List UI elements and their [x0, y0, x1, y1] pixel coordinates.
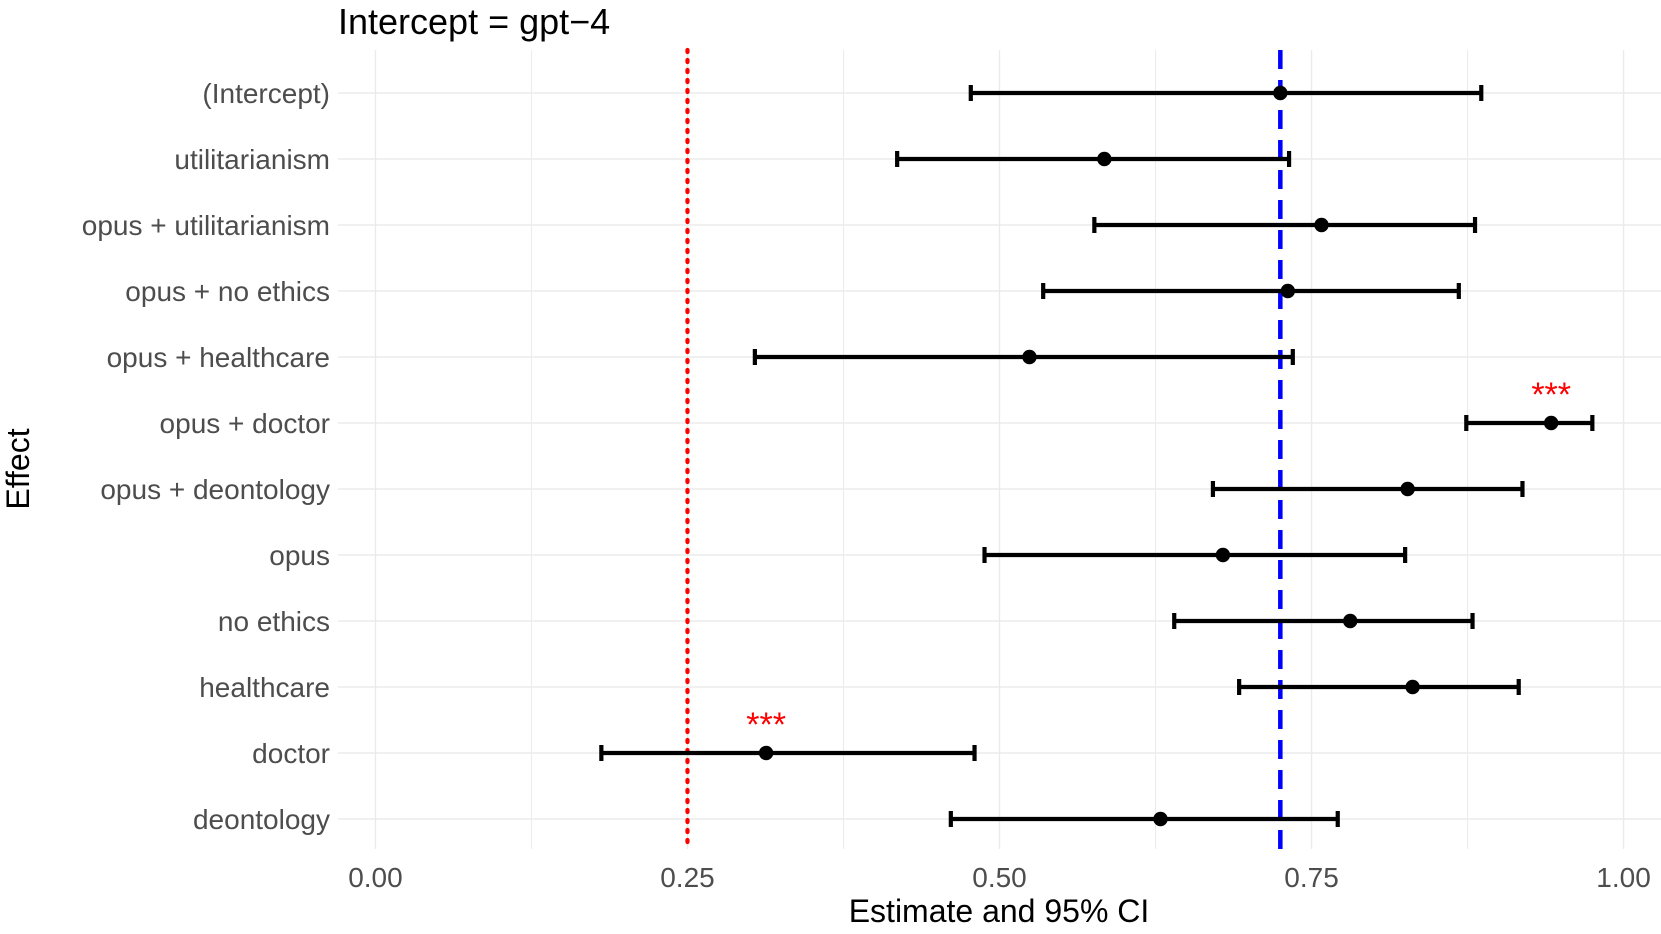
- x-axis-title: Estimate and 95% CI: [849, 893, 1150, 929]
- grid-layer: [338, 50, 1661, 849]
- estimate-point-1: [1097, 151, 1112, 167]
- significance-label-5: ***: [1531, 376, 1571, 414]
- significance-label-10: ***: [746, 706, 786, 744]
- estimate-point-6: [1400, 481, 1415, 497]
- y-tick-label-6: opus + deontology: [100, 474, 330, 505]
- y-tick-label-4: opus + healthcare: [107, 342, 330, 373]
- chart-title: Intercept = gpt−4: [338, 1, 610, 42]
- estimate-points: [758, 85, 1559, 827]
- y-tick-label-10: doctor: [252, 738, 330, 769]
- y-tick-label-8: no ethics: [218, 606, 330, 637]
- error-bars: [599, 85, 1595, 827]
- reference-lines: [685, 47, 1283, 852]
- y-tick-label-7: opus: [269, 540, 330, 571]
- estimate-point-11: [1153, 811, 1168, 827]
- y-tick-label-11: deontology: [193, 804, 330, 835]
- y-axis-title: Effect: [0, 428, 36, 509]
- estimate-point-8: [1343, 613, 1358, 629]
- y-tick-label-2: opus + utilitarianism: [82, 210, 330, 241]
- estimate-point-4: [1022, 349, 1037, 365]
- estimate-point-5: [1543, 415, 1559, 431]
- estimate-point-2: [1314, 217, 1329, 233]
- y-tick-label-1: utilitarianism: [174, 144, 330, 175]
- y-tick-label-3: opus + no ethics: [125, 276, 330, 307]
- estimate-point-3: [1280, 283, 1296, 299]
- y-tick-label-5: opus + doctor: [160, 408, 330, 439]
- estimate-point-9: [1405, 679, 1420, 695]
- y-tick-label-0: (Intercept): [202, 78, 330, 109]
- x-tick-label-1: 0.25: [660, 862, 715, 893]
- y-tick-label-9: healthcare: [199, 672, 330, 703]
- estimate-point-7: [1215, 547, 1231, 563]
- x-tick-label-2: 0.50: [972, 862, 1027, 893]
- x-tick-label-0: 0.00: [348, 862, 403, 893]
- estimate-point-0: [1273, 85, 1288, 101]
- x-tick-label-3: 0.75: [1284, 862, 1339, 893]
- chart-labels: 0.00 0.25 0.50 0.75 1.00 (Intercept) utilitari…: [82, 78, 1651, 893]
- estimate-point-10: [758, 745, 774, 761]
- x-tick-label-4: 1.00: [1596, 862, 1651, 893]
